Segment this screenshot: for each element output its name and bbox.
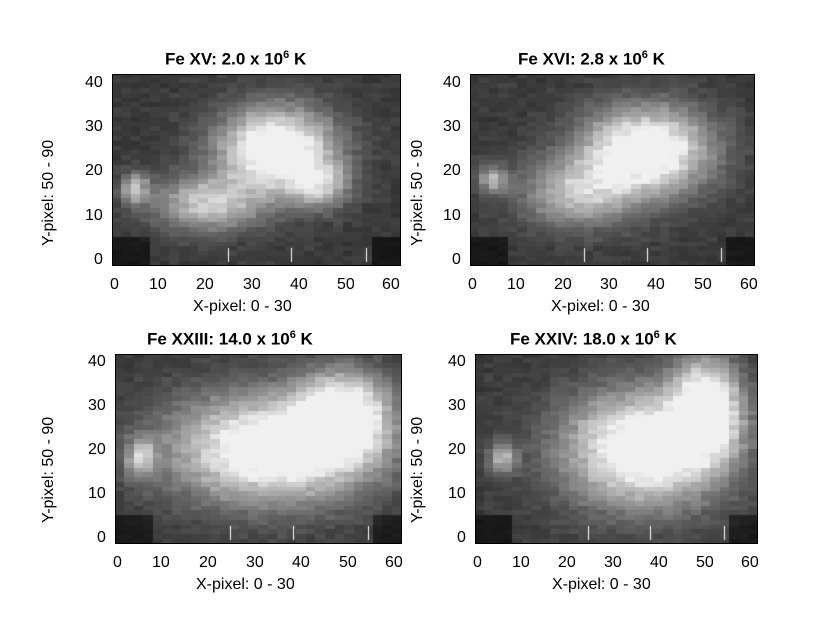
x-axis-label: X-pixel: 0 - 30 (551, 298, 650, 315)
x-tick: 0 (110, 276, 119, 293)
intensity-map (475, 354, 758, 544)
intensity-canvas (115, 354, 402, 544)
y-tick: 0 (94, 251, 103, 268)
x-tick: 30 (600, 276, 618, 293)
intensity-map (470, 74, 755, 266)
panel-title: Fe XXIII: 14.0 x 106 K (147, 329, 313, 349)
x-tick: 50 (339, 554, 357, 571)
intensity-canvas (475, 354, 758, 544)
x-tick: 60 (385, 554, 403, 571)
y-tick: 30 (85, 118, 103, 135)
x-tick: 20 (558, 554, 576, 571)
x-tick: 0 (113, 554, 122, 571)
y-tick: 0 (452, 251, 461, 268)
x-tick: 50 (337, 276, 355, 293)
y-axis-label: Y-pixel: 50 - 90 (40, 139, 57, 246)
x-tick: 60 (382, 276, 400, 293)
y-tick: 10 (85, 207, 103, 224)
x-tick: 20 (199, 554, 217, 571)
y-tick: 10 (443, 207, 461, 224)
x-tick: 20 (554, 276, 572, 293)
y-tick: 20 (448, 441, 466, 458)
x-tick: 10 (152, 554, 170, 571)
x-axis-label: X-pixel: 0 - 30 (193, 298, 292, 315)
x-tick: 10 (507, 276, 525, 293)
panel-title: Fe XVI: 2.8 x 106 K (518, 49, 665, 69)
x-tick: 10 (149, 276, 167, 293)
y-tick: 40 (88, 353, 106, 370)
x-tick: 30 (604, 554, 622, 571)
panel-fe-xvi: Fe XVI: 2.8 x 106 K Y-pixel: 50 - 90 0 1… (409, 0, 830, 321)
y-tick: 30 (443, 118, 461, 135)
x-tick: 60 (740, 276, 758, 293)
y-tick: 10 (88, 485, 106, 502)
y-tick: 40 (443, 74, 461, 91)
x-tick: 50 (694, 276, 712, 293)
y-tick: 0 (457, 529, 466, 546)
x-tick: 40 (292, 554, 310, 571)
y-tick: 20 (443, 162, 461, 179)
intensity-canvas (470, 74, 755, 266)
panel-fe-xxiv: Fe XXIV: 18.0 x 106 K Y-pixel: 50 - 90 0… (409, 321, 830, 642)
y-axis-label: Y-pixel: 50 - 90 (409, 139, 426, 246)
panel-title: Fe XV: 2.0 x 106 K (165, 49, 307, 69)
y-tick: 40 (85, 74, 103, 91)
x-tick: 30 (243, 276, 261, 293)
y-tick: 20 (85, 162, 103, 179)
x-tick: 40 (647, 276, 665, 293)
x-tick: 20 (196, 276, 214, 293)
y-tick: 10 (448, 485, 466, 502)
intensity-map (112, 74, 401, 266)
y-axis-label: Y-pixel: 50 - 90 (409, 416, 426, 523)
y-tick: 0 (97, 529, 106, 546)
intensity-canvas (112, 74, 401, 266)
x-tick: 30 (246, 554, 264, 571)
y-tick: 30 (88, 397, 106, 414)
panel-fe-xxiii: Fe XXIII: 14.0 x 106 K Y-pixel: 50 - 90 … (0, 321, 415, 642)
x-tick: 10 (512, 554, 530, 571)
x-tick: 0 (468, 276, 477, 293)
y-tick: 20 (88, 441, 106, 458)
y-tick: 30 (448, 397, 466, 414)
x-tick: 60 (741, 554, 759, 571)
x-tick: 40 (290, 276, 308, 293)
x-tick: 50 (696, 554, 714, 571)
x-tick: 0 (473, 554, 482, 571)
y-axis-label: Y-pixel: 50 - 90 (40, 416, 57, 523)
x-axis-label: X-pixel: 0 - 30 (552, 576, 651, 593)
x-tick: 40 (650, 554, 668, 571)
y-tick: 40 (448, 353, 466, 370)
intensity-map (115, 354, 402, 544)
x-axis-label: X-pixel: 0 - 30 (196, 576, 295, 593)
panel-fe-xv: Fe XV: 2.0 x 106 K Y-pixel: 50 - 90 0 10… (0, 0, 415, 321)
panel-title: Fe XXIV: 18.0 x 106 K (510, 329, 677, 349)
